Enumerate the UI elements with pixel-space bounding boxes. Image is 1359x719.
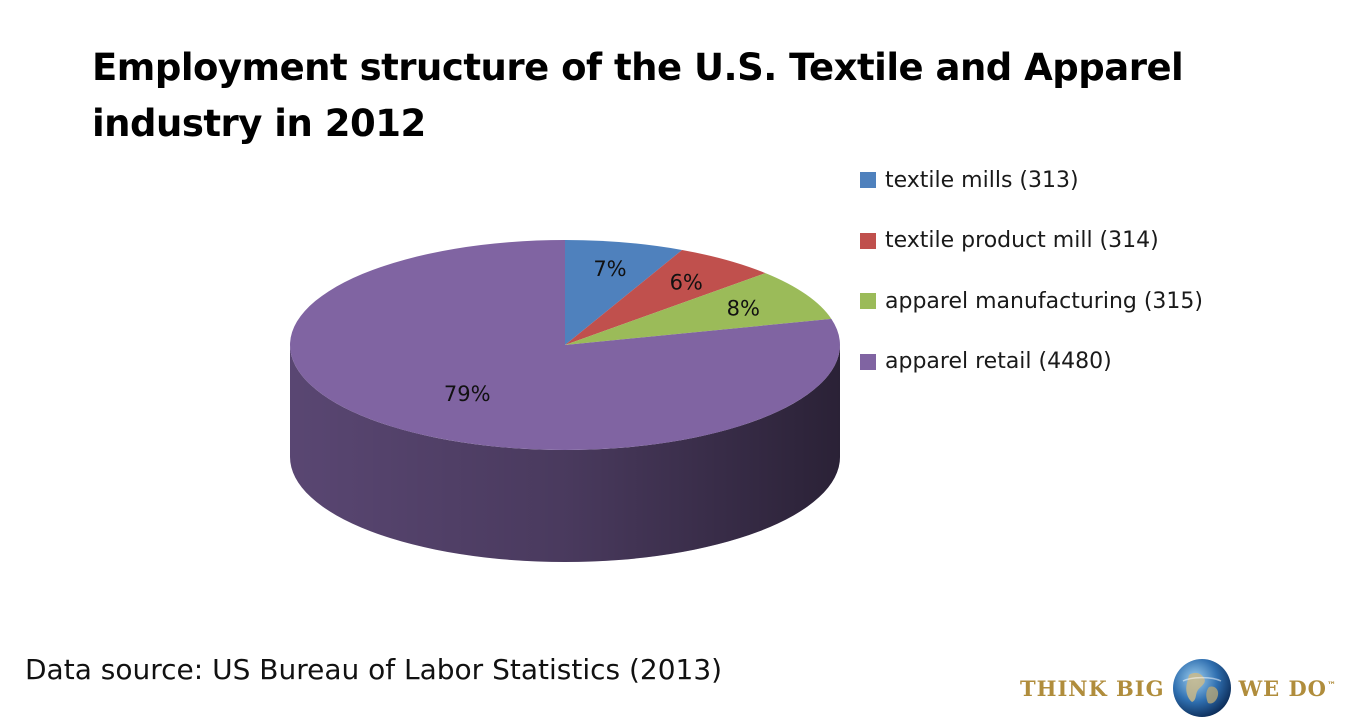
legend-swatch xyxy=(860,232,876,249)
pie-slice xyxy=(289,240,840,451)
pie-side-shade xyxy=(290,345,840,562)
pie-slice xyxy=(565,273,832,345)
chart-title: Employment structure of the U.S. Textile… xyxy=(92,46,1184,145)
globe-icon xyxy=(1172,659,1231,717)
pie-value-label: 7% xyxy=(593,257,626,281)
pie-slices xyxy=(289,240,840,451)
legend-item: textile product mill (314) xyxy=(860,211,1203,272)
pie-value-label: 79% xyxy=(444,382,491,406)
pie-slice xyxy=(565,249,766,345)
pie-value-label: 8% xyxy=(727,297,760,321)
legend-swatch xyxy=(860,353,876,370)
pie-side-wall xyxy=(290,345,840,562)
pie-value-label: 6% xyxy=(670,270,703,294)
pie-slice xyxy=(565,240,683,345)
legend-label: textile product mill (314) xyxy=(885,228,1159,254)
pie-value-labels: 7% 6% 8% 79% xyxy=(444,257,760,406)
logo-text-right: WE DO™ xyxy=(1238,675,1337,701)
logo-text-left: THINK BIG xyxy=(1020,675,1165,701)
legend-item: apparel retail (4480) xyxy=(860,332,1203,393)
legend-label: textile mills (313) xyxy=(885,167,1079,193)
data-source-note: Data source: US Bureau of Labor Statisti… xyxy=(25,653,723,686)
think-big-logo: THINK BIG WE DO™ xyxy=(1020,659,1350,717)
legend-item: textile mills (313) xyxy=(860,150,1203,211)
legend-label: apparel manufacturing (315) xyxy=(885,288,1204,314)
legend-swatch xyxy=(860,172,876,189)
legend: textile mills (313) textile product mill… xyxy=(860,150,1203,392)
legend-swatch xyxy=(860,293,876,310)
legend-item: apparel manufacturing (315) xyxy=(860,271,1203,332)
legend-label: apparel retail (4480) xyxy=(885,349,1112,375)
